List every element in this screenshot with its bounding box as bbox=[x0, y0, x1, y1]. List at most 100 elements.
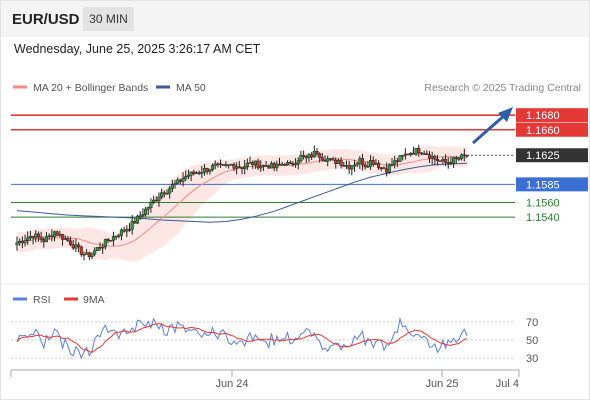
support-1-label: 1.1560 bbox=[526, 198, 560, 210]
rsi-ma-legend-label: 9MA bbox=[83, 294, 105, 306]
credit-text: Research © 2025 Trading Central bbox=[424, 82, 581, 94]
ma20-legend-label: MA 20 + Bollinger Bands bbox=[33, 82, 148, 94]
resistance-2-label-box bbox=[516, 122, 588, 137]
candle bbox=[103, 238, 107, 250]
candle bbox=[170, 179, 174, 193]
candle bbox=[149, 198, 153, 213]
candle bbox=[160, 188, 164, 200]
candle bbox=[259, 160, 263, 172]
candle bbox=[117, 233, 121, 239]
candle bbox=[243, 159, 247, 175]
candle bbox=[101, 243, 105, 254]
resistance-1-label-box bbox=[516, 108, 588, 123]
candle bbox=[36, 231, 40, 242]
candle bbox=[275, 160, 279, 172]
candle bbox=[245, 158, 249, 171]
candle bbox=[460, 153, 464, 161]
candle bbox=[146, 206, 150, 216]
candle bbox=[398, 155, 402, 163]
candle bbox=[302, 150, 306, 160]
candle bbox=[419, 152, 424, 156]
candle bbox=[66, 236, 70, 243]
candle bbox=[93, 247, 97, 257]
candle bbox=[465, 154, 469, 158]
x-tick-label: Jun 25 bbox=[425, 378, 458, 390]
candle bbox=[318, 152, 322, 163]
candle bbox=[315, 148, 319, 157]
candle bbox=[452, 156, 456, 168]
candle bbox=[387, 163, 391, 174]
candle bbox=[184, 170, 188, 182]
pivot-label: 1.1585 bbox=[526, 179, 560, 191]
chart-header: EUR/USD 30 MIN bbox=[1, 1, 589, 37]
resistance-1-label: 1.1680 bbox=[526, 110, 560, 122]
candle bbox=[294, 158, 298, 168]
candle bbox=[87, 251, 91, 260]
rsi-panel: 70 50 30 bbox=[11, 316, 538, 365]
candle bbox=[119, 228, 124, 241]
bollinger-bands bbox=[17, 145, 467, 263]
ma50-legend-label: MA 50 bbox=[176, 82, 206, 94]
candle bbox=[425, 150, 429, 155]
current-price-label-box bbox=[516, 148, 588, 163]
candle bbox=[208, 168, 212, 175]
candle bbox=[371, 156, 375, 167]
candle bbox=[326, 155, 330, 167]
candle bbox=[181, 172, 185, 187]
candle bbox=[382, 166, 386, 170]
rsi-tick-label: 30 bbox=[526, 353, 538, 365]
resistance-2-label: 1.1660 bbox=[526, 125, 560, 137]
candle bbox=[95, 247, 99, 252]
x-tick-label: Jun 24 bbox=[215, 378, 248, 390]
candle bbox=[173, 179, 177, 189]
candle bbox=[438, 160, 442, 163]
candle bbox=[417, 144, 421, 157]
candle bbox=[232, 162, 236, 172]
rsi-ma-line bbox=[16, 323, 468, 353]
candle bbox=[60, 233, 65, 246]
candle bbox=[390, 158, 394, 167]
candle bbox=[26, 231, 30, 245]
candle bbox=[90, 252, 94, 260]
candle bbox=[157, 192, 161, 207]
level-labels: 1.1680 1.1660 1.1625 1.1585 1.1560 1.1540 bbox=[516, 108, 588, 224]
candle bbox=[331, 156, 335, 161]
x-tick-label: Jul 4 bbox=[496, 378, 519, 390]
candle bbox=[435, 154, 440, 166]
candle bbox=[135, 214, 140, 225]
candle bbox=[144, 206, 148, 217]
candle bbox=[312, 145, 316, 158]
timeframe-button[interactable]: 30 MIN bbox=[83, 7, 134, 31]
candle bbox=[355, 161, 359, 167]
candle bbox=[406, 153, 410, 156]
candle bbox=[79, 245, 83, 257]
candle bbox=[165, 189, 169, 195]
candle bbox=[377, 160, 381, 171]
price-levels bbox=[11, 114, 515, 218]
candle bbox=[186, 169, 190, 180]
candle bbox=[352, 159, 357, 172]
candle bbox=[168, 186, 172, 199]
candle bbox=[366, 160, 370, 169]
candle bbox=[111, 231, 115, 246]
candle bbox=[138, 211, 142, 220]
candle bbox=[130, 215, 134, 235]
candle bbox=[457, 156, 461, 162]
candle bbox=[454, 155, 458, 164]
candle bbox=[360, 153, 365, 171]
candle bbox=[55, 230, 59, 237]
candle bbox=[82, 251, 86, 261]
candle bbox=[320, 153, 324, 162]
candle bbox=[350, 165, 354, 176]
ma50-line bbox=[16, 162, 468, 223]
candle bbox=[339, 157, 343, 169]
candle bbox=[127, 223, 132, 232]
candle bbox=[256, 158, 260, 170]
rsi-line bbox=[16, 316, 468, 360]
candle bbox=[296, 157, 300, 170]
candle bbox=[200, 165, 204, 179]
support-2-label: 1.1540 bbox=[526, 212, 560, 224]
rsi-tick-label: 50 bbox=[526, 335, 538, 347]
candle bbox=[109, 240, 113, 242]
